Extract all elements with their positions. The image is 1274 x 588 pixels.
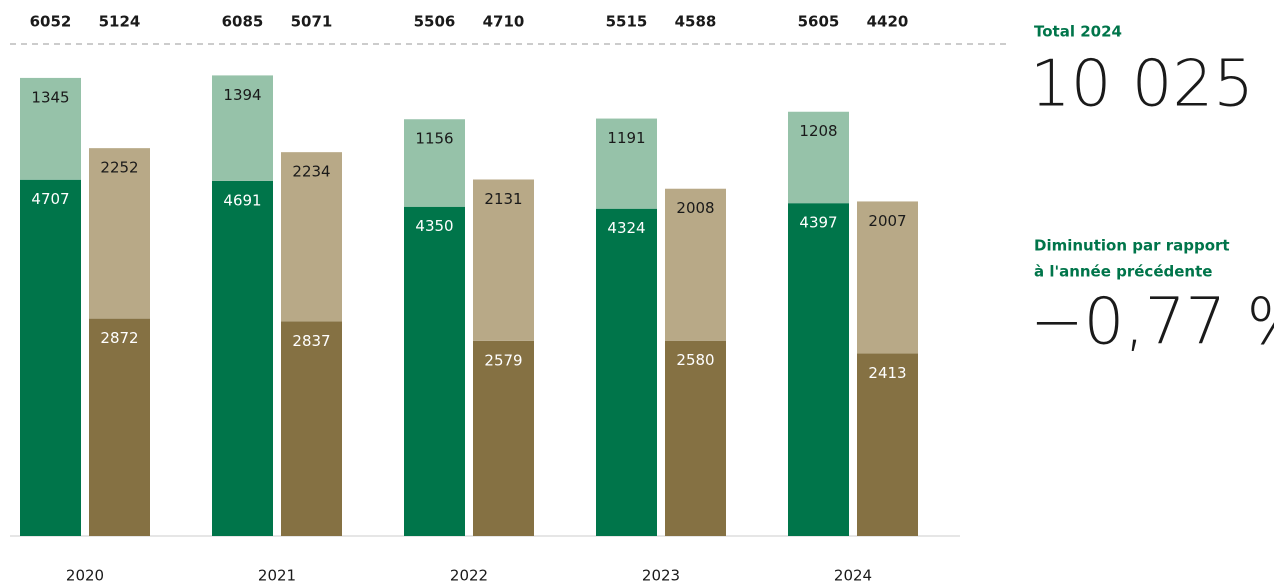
- value-label: 4691: [223, 191, 261, 209]
- change-label: Diminution par rapport: [1034, 237, 1230, 255]
- value-label: 1394: [223, 86, 261, 104]
- bar-segment: [473, 340, 534, 536]
- total-label: Total 2024: [1034, 23, 1122, 41]
- value-label: 1191: [607, 129, 645, 147]
- value-label: 2413: [868, 364, 906, 382]
- value-label: 2252: [100, 159, 138, 177]
- bar-segment: [404, 119, 465, 207]
- value-label: 2131: [484, 190, 522, 208]
- value-label: 2837: [292, 332, 330, 350]
- value-label: 4350: [415, 217, 453, 235]
- total-label: 5605: [798, 13, 840, 31]
- total-label: 6052: [30, 13, 72, 31]
- value-label: 4707: [31, 190, 69, 208]
- x-tick-label: 2024: [834, 567, 872, 585]
- bar-segment: [89, 148, 150, 319]
- change-label: à l'année précédente: [1034, 263, 1212, 281]
- value-label: 2008: [676, 199, 714, 217]
- value-label: 2579: [484, 351, 522, 369]
- bar-segment: [281, 152, 342, 322]
- bar-segment: [857, 201, 918, 354]
- total-label: 4588: [675, 13, 717, 31]
- bar-segment: [596, 118, 657, 209]
- total-label: 4420: [867, 13, 909, 31]
- bar-segment: [473, 179, 534, 341]
- bar-segment: [20, 179, 81, 536]
- value-label: 1156: [415, 130, 453, 148]
- total-value: 10 025: [1030, 48, 1254, 122]
- total-label: 5506: [414, 13, 456, 31]
- value-label: 2007: [868, 212, 906, 230]
- x-tick-label: 2023: [642, 567, 680, 585]
- total-label: 5515: [606, 13, 648, 31]
- bar-segment: [665, 188, 726, 341]
- bar-segment: [788, 111, 849, 204]
- bar-segment: [596, 208, 657, 536]
- value-label: 1345: [31, 88, 69, 106]
- bar-segment: [857, 353, 918, 536]
- change-value: −0,77 %: [1030, 286, 1274, 360]
- total-label: 6085: [222, 13, 264, 31]
- bar-segment: [665, 340, 726, 536]
- value-label: 2234: [292, 163, 330, 181]
- bar-segment: [20, 77, 81, 180]
- x-tick-label: 2022: [450, 567, 488, 585]
- total-label: 5124: [99, 13, 141, 31]
- bar-segment: [404, 206, 465, 536]
- bar-segment: [212, 180, 273, 537]
- value-label: 2580: [676, 351, 714, 369]
- value-label: 4397: [799, 214, 837, 232]
- bar-segment: [281, 321, 342, 536]
- value-label: 4324: [607, 219, 645, 237]
- value-label: 2872: [100, 329, 138, 347]
- bar-segment: [212, 75, 273, 181]
- total-label: 4710: [483, 13, 525, 31]
- bar-segment: [788, 203, 849, 537]
- total-label: 5071: [291, 13, 333, 31]
- value-label: 1208: [799, 122, 837, 140]
- x-tick-label: 2021: [258, 567, 296, 585]
- x-tick-label: 2020: [66, 567, 104, 585]
- bar-segment: [89, 318, 150, 536]
